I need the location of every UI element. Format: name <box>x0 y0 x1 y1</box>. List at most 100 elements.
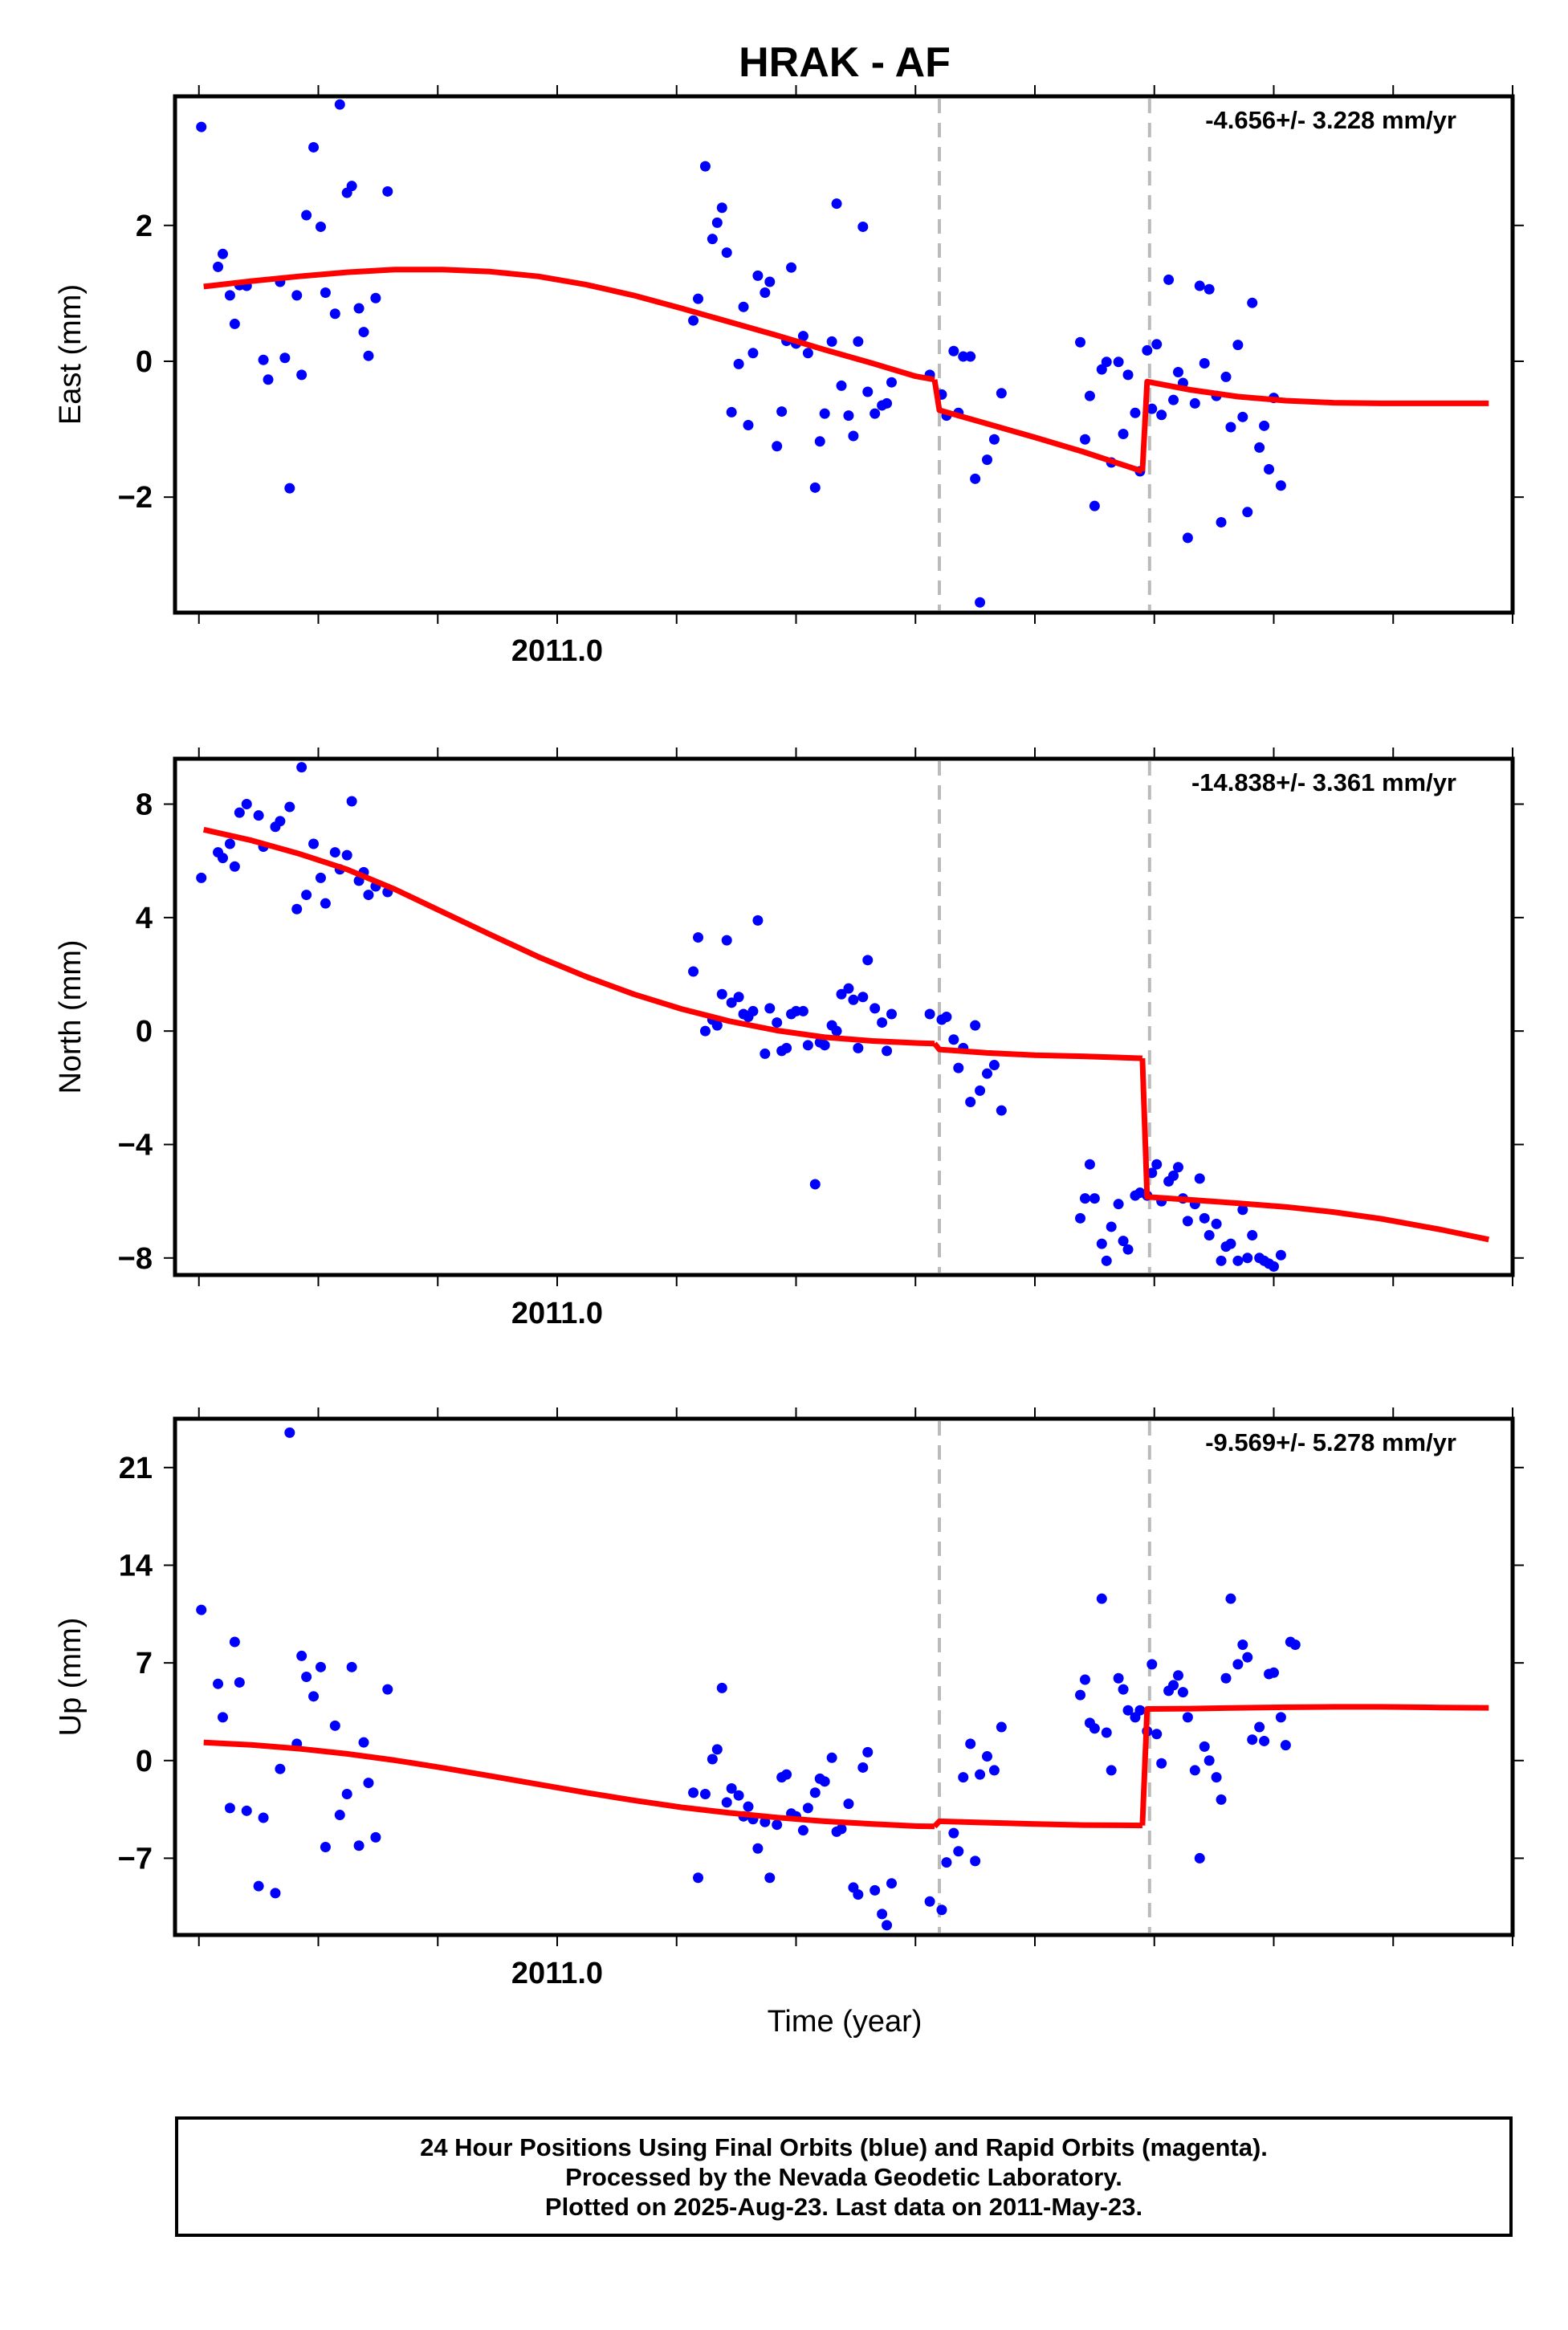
data-point <box>716 202 727 214</box>
data-point <box>853 1042 864 1053</box>
data-point <box>848 430 859 442</box>
data-point <box>948 1034 959 1045</box>
data-point <box>764 1872 776 1884</box>
data-point <box>1275 1249 1286 1261</box>
data-point <box>1106 1765 1117 1776</box>
data-point <box>688 1787 699 1798</box>
data-point <box>836 380 847 391</box>
data-point <box>693 293 704 304</box>
data-point <box>743 1801 754 1812</box>
data-point <box>819 1040 830 1051</box>
y-tick-label: 4 <box>136 902 153 935</box>
data-point <box>315 872 326 883</box>
data-point <box>1182 1216 1193 1227</box>
data-point <box>1182 532 1193 544</box>
model-fit-line <box>203 267 935 383</box>
data-point <box>733 992 744 1003</box>
data-point <box>1203 1230 1215 1241</box>
data-point <box>953 1062 964 1073</box>
data-point <box>1232 1255 1244 1266</box>
data-point <box>752 270 764 281</box>
data-point <box>1259 1735 1270 1746</box>
data-point <box>819 1776 830 1787</box>
data-point <box>707 1754 718 1765</box>
data-point <box>797 1825 808 1836</box>
data-point <box>699 161 711 172</box>
data-point <box>291 290 303 301</box>
data-point <box>1122 369 1134 381</box>
data-point <box>1289 1640 1301 1651</box>
data-point <box>877 1017 888 1029</box>
data-point <box>853 1889 864 1900</box>
data-point <box>1113 356 1124 368</box>
data-point <box>1220 371 1232 382</box>
x-tick-label: 2011.0 <box>511 634 603 668</box>
data-point <box>1173 366 1183 377</box>
data-point <box>843 1798 854 1810</box>
data-point <box>320 1842 331 1853</box>
data-point <box>329 847 340 858</box>
data-point <box>196 872 207 883</box>
x-tick-label: 2011.0 <box>511 1957 603 1990</box>
data-point <box>982 1751 992 1762</box>
data-point <box>958 1772 969 1783</box>
data-point <box>241 799 252 810</box>
y-tick-label: 2 <box>136 210 153 243</box>
data-point <box>760 287 771 299</box>
data-point <box>975 1085 986 1096</box>
data-point <box>924 1008 935 1020</box>
data-point <box>711 1020 723 1031</box>
data-point <box>253 1880 264 1892</box>
data-point <box>747 348 759 359</box>
data-point <box>752 1843 764 1854</box>
data-point <box>982 1068 992 1079</box>
model-fit-line <box>203 1739 935 1830</box>
data-point <box>776 406 788 418</box>
data-point <box>1173 1670 1183 1681</box>
y-tick-label: −7 <box>118 1842 153 1876</box>
data-point <box>284 483 295 494</box>
data-point <box>1089 1723 1100 1734</box>
data-point <box>721 247 732 259</box>
data-point <box>1173 1162 1183 1173</box>
data-point <box>218 248 228 259</box>
data-point <box>772 1819 783 1831</box>
data-point <box>862 386 874 397</box>
rate-annotation: -14.838+/- 3.361 mm/yr <box>1191 768 1456 796</box>
data-point <box>1232 1659 1244 1670</box>
data-point <box>315 1661 326 1672</box>
data-point <box>1254 1721 1265 1733</box>
data-point <box>791 1005 801 1016</box>
data-point <box>1113 1199 1124 1210</box>
y-tick-label: −4 <box>118 1128 153 1162</box>
data-point <box>797 1005 808 1016</box>
data-point <box>308 141 320 153</box>
y-axis-label: East (mm) <box>54 284 88 425</box>
data-point <box>965 1096 976 1107</box>
data-point <box>370 1831 381 1843</box>
data-point <box>320 898 331 909</box>
data-point <box>809 482 821 493</box>
data-point <box>924 1896 935 1907</box>
data-point <box>870 1003 881 1014</box>
data-point <box>234 807 245 818</box>
model-fit-line <box>1139 378 1489 472</box>
east-panel: 2011.0 −2 0 2 East (mm) -4.656+/- 3.228 mm/yr <box>54 85 1524 668</box>
data-point <box>831 198 842 210</box>
data-point <box>941 1857 952 1868</box>
data-point <box>1199 1212 1210 1224</box>
data-point <box>862 1746 874 1758</box>
data-point <box>218 853 228 864</box>
data-point <box>970 473 981 484</box>
plot-frame <box>173 756 1515 1277</box>
data-point <box>1151 1729 1163 1740</box>
data-point <box>1089 1193 1100 1204</box>
data-point <box>229 861 240 872</box>
data-point <box>965 351 976 362</box>
data-point <box>764 1003 776 1014</box>
data-point <box>743 419 754 430</box>
y-tick-label: 7 <box>136 1647 153 1680</box>
up-panel: 2011.0 −7 0 7 14 21 Up (mm) -9.569+/- 5.278 mm/… <box>54 1407 1524 1990</box>
rate-annotation: -9.569+/- 5.278 mm/yr <box>1205 1428 1456 1456</box>
y-tick-label: 14 <box>119 1549 153 1583</box>
